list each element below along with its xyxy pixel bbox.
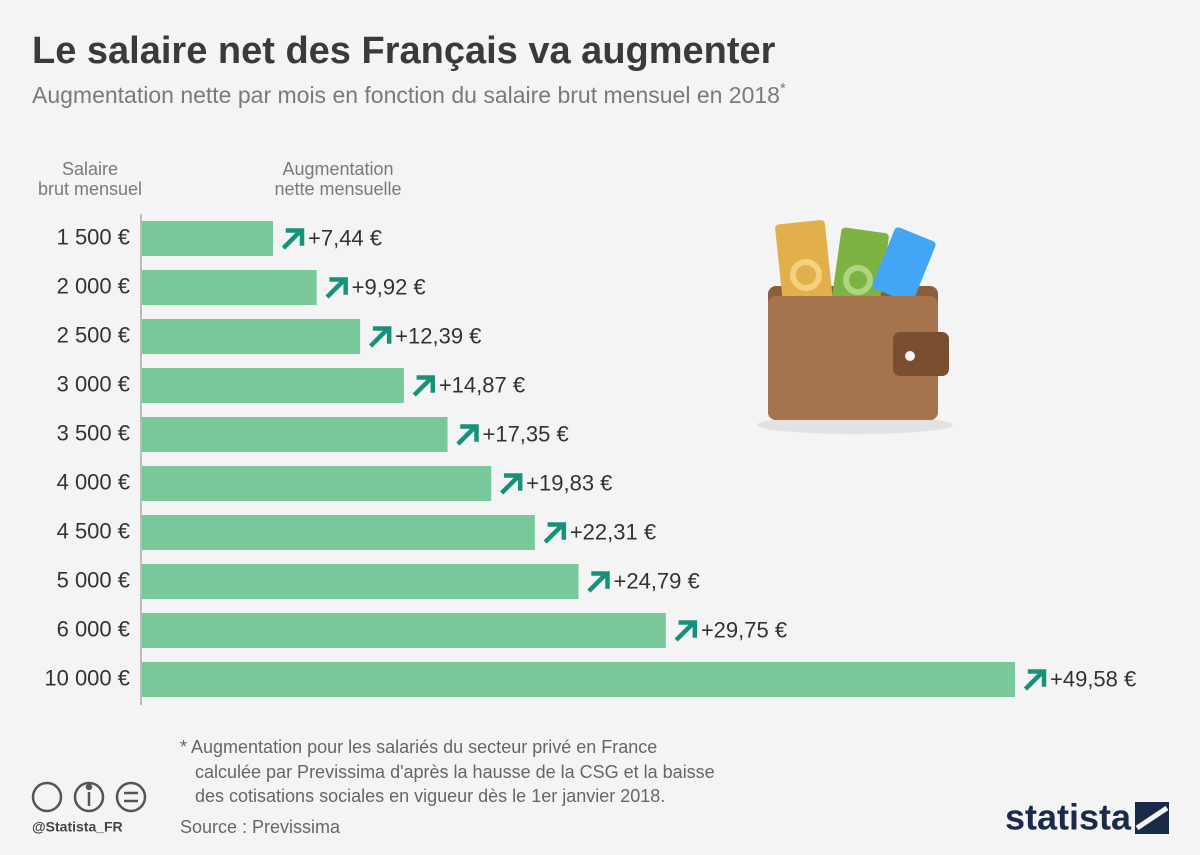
trend-arrow xyxy=(499,473,523,495)
bar xyxy=(142,466,492,501)
trend-arrow xyxy=(325,277,348,299)
bar xyxy=(142,613,666,648)
footnote: des cotisations sociales en vigueur dès … xyxy=(195,786,665,806)
value-label: +24,79 € xyxy=(614,568,700,593)
brand-icon xyxy=(1135,802,1169,834)
license-icons xyxy=(31,781,147,813)
brand: statista xyxy=(1005,797,1132,838)
value-label: +17,35 € xyxy=(482,421,568,446)
trend-arrow xyxy=(1023,669,1047,691)
value-header: Augmentation xyxy=(282,159,393,179)
value-label: +19,83 € xyxy=(526,470,612,495)
subtitle-mark: * xyxy=(780,80,786,97)
value-label: +9,92 € xyxy=(352,274,426,299)
trend-arrow xyxy=(456,424,479,446)
subtitle-text: Augmentation nette par mois en fonction … xyxy=(32,82,780,108)
trend-arrow xyxy=(674,620,698,642)
bar xyxy=(142,564,579,599)
footnote: * Augmentation pour les salariés du sect… xyxy=(180,737,657,757)
category-header: Salaire xyxy=(62,159,118,179)
bar xyxy=(142,270,317,305)
value-label: +49,58 € xyxy=(1050,666,1136,691)
y-tick-label: 1 500 € xyxy=(57,224,130,249)
y-tick-label: 10 000 € xyxy=(44,665,130,690)
chart-subtitle: Augmentation nette par mois en fonction … xyxy=(32,80,786,108)
y-tick-label: 5 000 € xyxy=(57,567,130,592)
value-label: +7,44 € xyxy=(308,225,382,250)
y-tick-label: 2 000 € xyxy=(57,273,130,298)
value-label: +22,31 € xyxy=(570,519,656,544)
handle: @Statista_FR xyxy=(32,819,123,835)
bar xyxy=(142,368,404,403)
y-tick-label: 3 000 € xyxy=(57,371,130,396)
category-header: brut mensuel xyxy=(38,179,142,199)
trend-arrow xyxy=(543,522,567,544)
source: Source : Previssima xyxy=(180,817,341,837)
value-header: nette mensuelle xyxy=(274,179,401,199)
bar xyxy=(142,515,535,550)
trend-arrow xyxy=(281,228,305,250)
trend-arrow xyxy=(368,326,392,348)
chart-title: Le salaire net des Français va augmenter xyxy=(32,30,776,72)
footnote: calculée par Previssima d'après la hauss… xyxy=(195,762,715,782)
value-label: +29,75 € xyxy=(701,617,787,642)
y-tick-label: 2 500 € xyxy=(57,322,130,347)
wallet-illustration xyxy=(757,220,953,434)
y-tick-label: 3 500 € xyxy=(57,420,130,445)
trend-arrow xyxy=(412,375,436,397)
value-label: +14,87 € xyxy=(439,372,525,397)
y-tick-label: 4 500 € xyxy=(57,518,130,543)
value-label: +12,39 € xyxy=(395,323,481,348)
bar xyxy=(142,319,361,354)
trend-arrow xyxy=(587,571,610,593)
bar xyxy=(142,221,274,256)
bar xyxy=(142,662,1015,697)
y-tick-label: 6 000 € xyxy=(57,616,130,641)
bar xyxy=(142,417,448,452)
y-tick-label: 4 000 € xyxy=(57,469,130,494)
